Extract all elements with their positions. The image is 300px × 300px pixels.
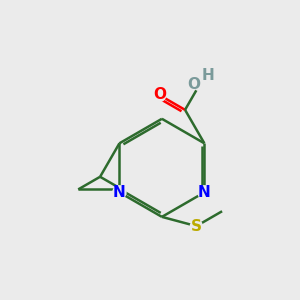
Circle shape (113, 186, 126, 199)
Circle shape (153, 88, 166, 101)
Circle shape (198, 186, 211, 199)
Circle shape (190, 220, 202, 232)
Text: H: H (201, 68, 214, 82)
Circle shape (194, 78, 206, 91)
Text: S: S (191, 219, 202, 234)
Text: N: N (113, 185, 126, 200)
Text: O: O (187, 76, 200, 92)
Text: N: N (198, 185, 211, 200)
Text: O: O (153, 88, 166, 103)
